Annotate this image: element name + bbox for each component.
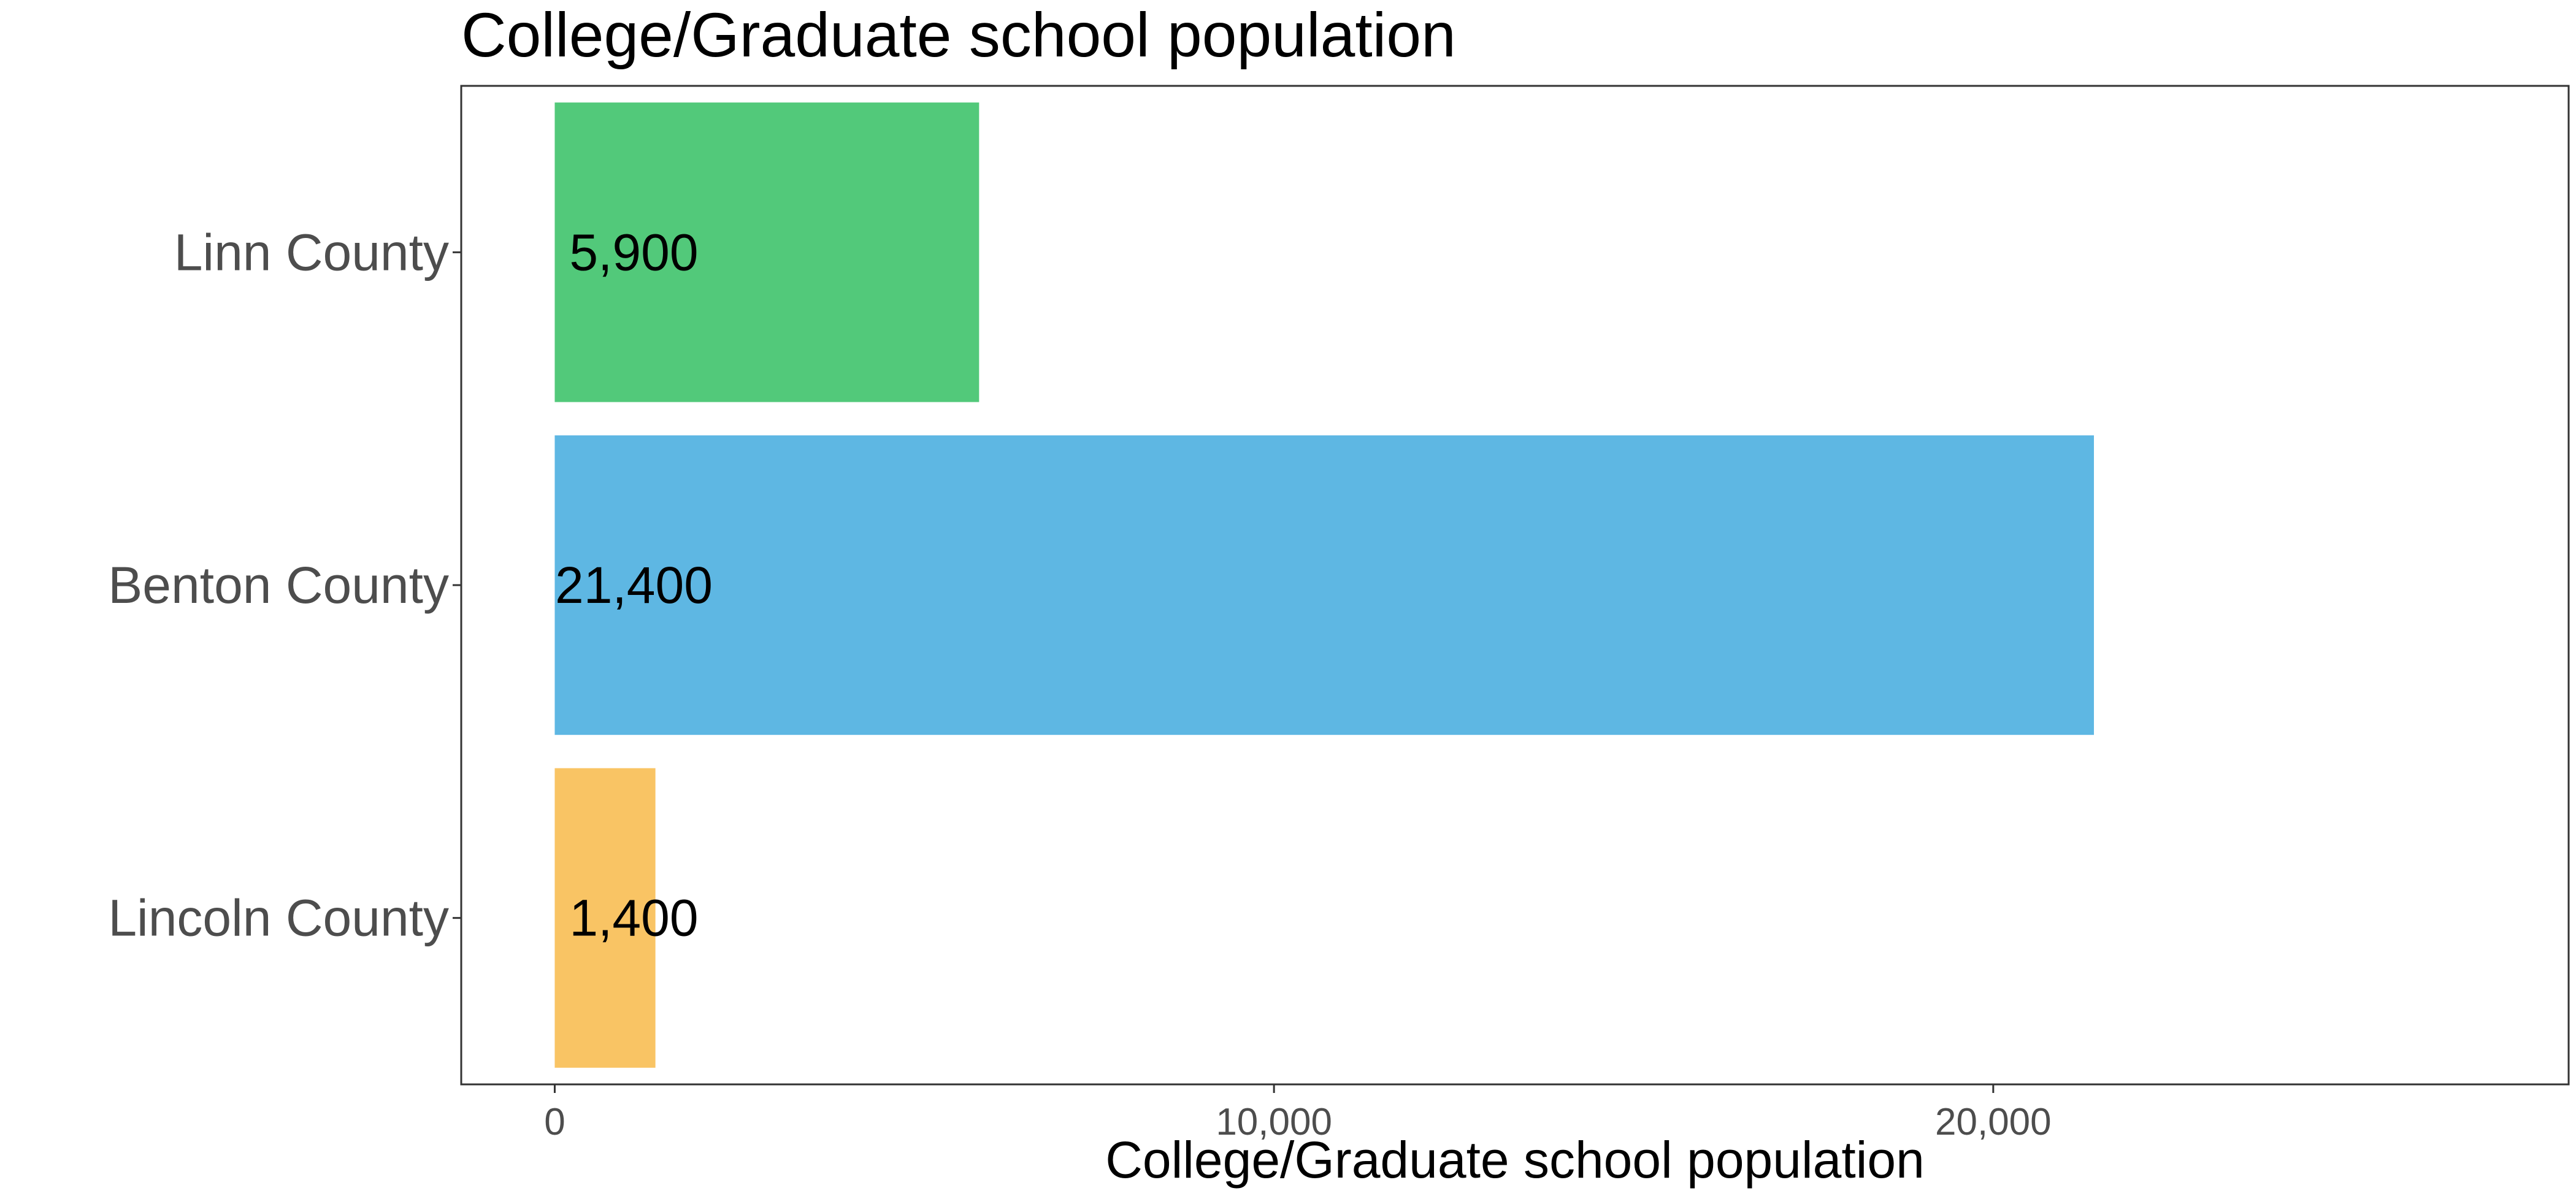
bar-linn-county <box>554 102 979 402</box>
x-tick-label-20000: 20,000 <box>1935 1101 2052 1143</box>
y-tick-label-benton-county: Benton County <box>108 556 449 614</box>
x-axis: 0 10,000 20,000 <box>544 1084 2052 1143</box>
x-tick-label-10000: 10,000 <box>1216 1101 1332 1143</box>
data-label-lincoln-county: 1,400 <box>569 889 698 947</box>
chart-title: College/Graduate school population <box>461 0 1456 70</box>
bar-benton-county <box>554 435 2095 735</box>
x-axis-title: College/Graduate school population <box>1105 1131 1925 1189</box>
y-axis: Linn County Benton County Lincoln County <box>108 223 461 947</box>
y-tick-label-lincoln-county: Lincoln County <box>108 889 449 947</box>
bar-lincoln-county <box>554 768 656 1068</box>
x-tick-label-0: 0 <box>544 1101 565 1143</box>
data-label-benton-county: 21,400 <box>555 556 713 614</box>
y-tick-label-linn-county: Linn County <box>174 223 449 281</box>
data-label-linn-county: 5,900 <box>569 223 698 281</box>
bars-layer: 5,900 21,400 1,400 <box>554 102 2095 1068</box>
